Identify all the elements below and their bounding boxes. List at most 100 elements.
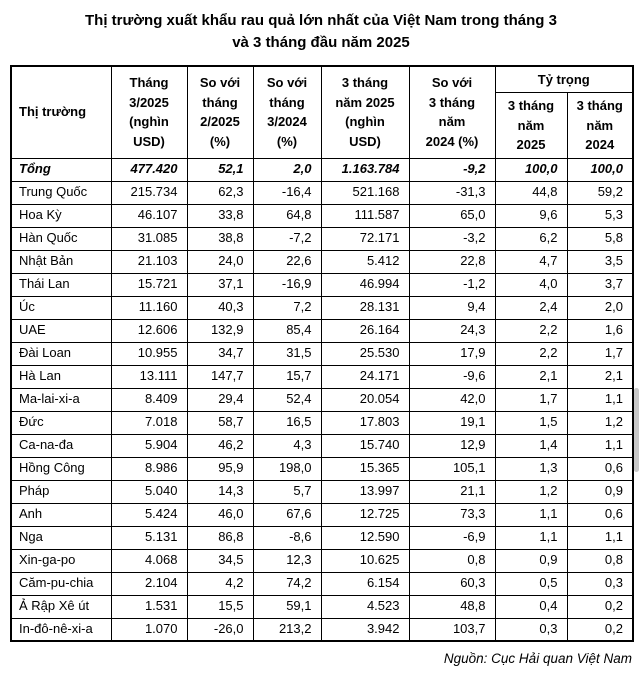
value-cell: 132,9 bbox=[186, 318, 254, 343]
scrollbar[interactable] bbox=[634, 388, 639, 472]
value-cell: 1,1 bbox=[566, 525, 634, 550]
value-cell: 2,1 bbox=[566, 364, 634, 389]
value-cell: 24.171 bbox=[320, 364, 410, 389]
value-cell: 8.409 bbox=[110, 387, 188, 412]
value-cell: 86,8 bbox=[186, 525, 254, 550]
header-vs-ytd: So với 3 tháng năm 2024 (%) bbox=[408, 65, 496, 159]
market-cell: Đức bbox=[10, 410, 112, 435]
value-cell: 5,7 bbox=[252, 479, 322, 504]
value-cell: 25.530 bbox=[320, 341, 410, 366]
value-cell: 3,7 bbox=[566, 272, 634, 297]
value-cell: 1,2 bbox=[494, 479, 568, 504]
value-cell: 31.085 bbox=[110, 226, 188, 251]
value-cell: 1,1 bbox=[494, 525, 568, 550]
market-cell: Trung Quốc bbox=[10, 180, 112, 205]
value-cell: 147,7 bbox=[186, 364, 254, 389]
page-title: Thị trường xuất khẩu rau quả lớn nhất củ… bbox=[10, 10, 632, 54]
value-cell: -6,9 bbox=[408, 525, 496, 550]
header-vs-same-month: So với tháng 3/2024 (%) bbox=[252, 65, 322, 159]
value-cell: 215.734 bbox=[110, 180, 188, 205]
value-cell: 19,1 bbox=[408, 410, 496, 435]
value-cell: -9,6 bbox=[408, 364, 496, 389]
value-cell: 477.420 bbox=[110, 157, 188, 182]
value-cell: 65,0 bbox=[408, 203, 496, 228]
value-cell: 52,4 bbox=[252, 387, 322, 412]
table-row: Hoa Kỳ 46.107 33,8 64,8 111.587 65,0 9,6 5,3 bbox=[10, 203, 634, 228]
value-cell: 521.168 bbox=[320, 180, 410, 205]
market-cell: Anh bbox=[10, 502, 112, 527]
value-cell: 9,6 bbox=[494, 203, 568, 228]
value-cell: 52,1 bbox=[186, 157, 254, 182]
value-cell: 105,1 bbox=[408, 456, 496, 481]
value-cell: 3,5 bbox=[566, 249, 634, 274]
value-cell: 13.997 bbox=[320, 479, 410, 504]
header-ytd-value: 3 tháng năm 2025 (nghìn USD) bbox=[320, 65, 410, 159]
value-cell: 1.531 bbox=[110, 594, 188, 619]
title-line-1: Thị trường xuất khẩu rau quả lớn nhất củ… bbox=[85, 12, 557, 29]
market-cell: Căm-pu-chia bbox=[10, 571, 112, 596]
value-cell: 95,9 bbox=[186, 456, 254, 481]
value-cell: 5,3 bbox=[566, 203, 634, 228]
source-note: Nguồn: Cục Hải quan Việt Nam bbox=[443, 651, 632, 666]
value-cell: 28.131 bbox=[320, 295, 410, 320]
value-cell: 26.164 bbox=[320, 318, 410, 343]
value-cell: 0,3 bbox=[566, 571, 634, 596]
market-cell: Nga bbox=[10, 525, 112, 550]
value-cell: 4,2 bbox=[186, 571, 254, 596]
value-cell: 0,6 bbox=[566, 502, 634, 527]
value-cell: 38,8 bbox=[186, 226, 254, 251]
value-cell: 34,7 bbox=[186, 341, 254, 366]
value-cell: 198,0 bbox=[252, 456, 322, 481]
value-cell: 46,2 bbox=[186, 433, 254, 458]
table-row: Trung Quốc 215.734 62,3 -16,4 521.168 -31,3 44… bbox=[10, 180, 634, 205]
value-cell: 1.070 bbox=[110, 617, 188, 642]
value-cell: 0,2 bbox=[566, 617, 634, 642]
value-cell: 34,5 bbox=[186, 548, 254, 573]
value-cell: 5.131 bbox=[110, 525, 188, 550]
table-row: Nga 5.131 86,8 -8,6 12.590 -6,9 1,1 1,1 bbox=[10, 525, 634, 550]
table-row: Ma-lai-xi-a 8.409 29,4 52,4 20.054 42,0 1,7 1,1 bbox=[10, 387, 634, 412]
value-cell: 59,2 bbox=[566, 180, 634, 205]
value-cell: 59,1 bbox=[252, 594, 322, 619]
header-row-1: Thị trường Tháng 3/2025 (nghìn USD) So v… bbox=[10, 65, 634, 159]
value-cell: 0,2 bbox=[566, 594, 634, 619]
value-cell: 58,7 bbox=[186, 410, 254, 435]
value-cell: 15.365 bbox=[320, 456, 410, 481]
table-row: Ca-na-đa 5.904 46,2 4,3 15.740 12,9 1,4 1,1 bbox=[10, 433, 634, 458]
value-cell: 1,6 bbox=[566, 318, 634, 343]
table-body: Tổng 477.420 52,1 2,0 1.163.784 -9,2 100,0 100,… bbox=[10, 157, 634, 642]
value-cell: 22,8 bbox=[408, 249, 496, 274]
market-cell: Hồng Công bbox=[10, 456, 112, 481]
value-cell: 15,5 bbox=[186, 594, 254, 619]
market-cell: Nhật Bản bbox=[10, 249, 112, 274]
value-cell: 46.107 bbox=[110, 203, 188, 228]
value-cell: 3.942 bbox=[320, 617, 410, 642]
value-cell: 6,2 bbox=[494, 226, 568, 251]
table-row: Xin-ga-po 4.068 34,5 12,3 10.625 0,8 0,9 0,8 bbox=[10, 548, 634, 573]
value-cell: 46,0 bbox=[186, 502, 254, 527]
value-cell: -8,6 bbox=[252, 525, 322, 550]
market-cell: Hoa Kỳ bbox=[10, 203, 112, 228]
value-cell: 1,4 bbox=[494, 433, 568, 458]
market-cell: Pháp bbox=[10, 479, 112, 504]
table-row: Hồng Công 8.986 95,9 198,0 15.365 105,1 1,3 0,6 bbox=[10, 456, 634, 481]
value-cell: 13.111 bbox=[110, 364, 188, 389]
value-cell: 1,2 bbox=[566, 410, 634, 435]
header-vs-prev-month: So với tháng 2/2025 (%) bbox=[186, 65, 254, 159]
value-cell: 4,0 bbox=[494, 272, 568, 297]
value-cell: 24,0 bbox=[186, 249, 254, 274]
value-cell: 7.018 bbox=[110, 410, 188, 435]
value-cell: 16,5 bbox=[252, 410, 322, 435]
header-market: Thị trường bbox=[10, 65, 112, 159]
value-cell: 12.725 bbox=[320, 502, 410, 527]
header-share-2025: 3 tháng năm 2025 bbox=[494, 92, 568, 159]
header-share-group: Tỷ trọng bbox=[494, 65, 634, 93]
value-cell: 4.068 bbox=[110, 548, 188, 573]
value-cell: 0,4 bbox=[494, 594, 568, 619]
value-cell: 42,0 bbox=[408, 387, 496, 412]
value-cell: 33,8 bbox=[186, 203, 254, 228]
value-cell: -7,2 bbox=[252, 226, 322, 251]
value-cell: 1,1 bbox=[494, 502, 568, 527]
title-line-2: và 3 tháng đầu năm 2025 bbox=[232, 33, 410, 51]
